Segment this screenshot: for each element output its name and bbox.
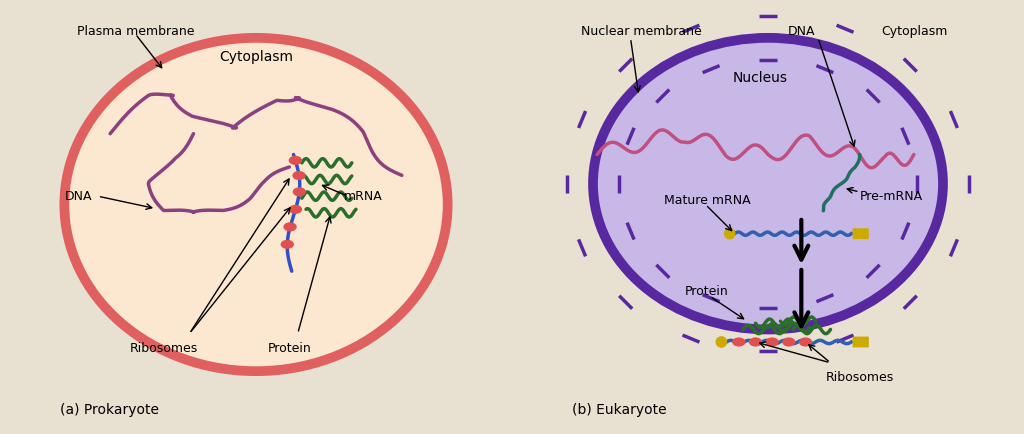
Text: (b) Eukaryote: (b) Eukaryote: [572, 403, 667, 417]
Text: mRNA: mRNA: [343, 190, 382, 203]
Ellipse shape: [749, 337, 762, 347]
Ellipse shape: [65, 38, 447, 371]
Text: Pre-mRNA: Pre-mRNA: [860, 190, 923, 203]
Ellipse shape: [293, 187, 306, 197]
Ellipse shape: [593, 38, 943, 329]
Text: Nucleus: Nucleus: [732, 71, 787, 85]
Ellipse shape: [782, 337, 796, 347]
Ellipse shape: [766, 337, 779, 347]
Text: DNA: DNA: [65, 190, 92, 203]
Text: Ribosomes: Ribosomes: [825, 371, 894, 384]
Circle shape: [716, 336, 727, 348]
Text: Cytoplasm: Cytoplasm: [881, 25, 947, 38]
Text: Cytoplasm: Cytoplasm: [219, 50, 293, 64]
Text: DNA: DNA: [787, 25, 815, 38]
Text: Protein: Protein: [685, 286, 728, 299]
Ellipse shape: [732, 337, 745, 347]
Text: (a) Prokaryote: (a) Prokaryote: [60, 403, 159, 417]
Ellipse shape: [284, 222, 297, 231]
Text: Protein: Protein: [267, 342, 311, 355]
Text: Mature mRNA: Mature mRNA: [664, 194, 751, 207]
Circle shape: [724, 228, 735, 240]
Ellipse shape: [799, 337, 812, 347]
Ellipse shape: [289, 156, 302, 165]
Text: Nuclear membrane: Nuclear membrane: [581, 25, 701, 38]
Ellipse shape: [281, 240, 294, 249]
Text: Ribosomes: Ribosomes: [130, 342, 199, 355]
Text: Plasma membrane: Plasma membrane: [77, 25, 195, 38]
FancyBboxPatch shape: [853, 228, 868, 239]
Ellipse shape: [292, 171, 306, 180]
Ellipse shape: [289, 205, 302, 214]
FancyBboxPatch shape: [853, 337, 868, 347]
